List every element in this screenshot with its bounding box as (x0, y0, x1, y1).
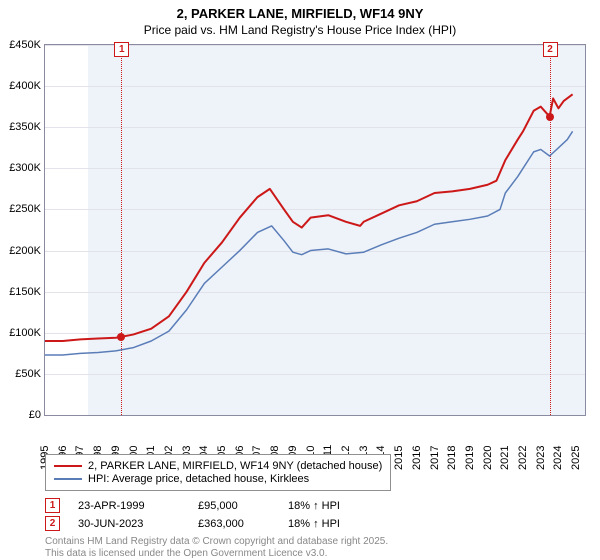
title-sub: Price paid vs. HM Land Registry's House … (0, 23, 600, 37)
x-axis-label: 2015 (393, 445, 405, 469)
y-axis-label: £400K (1, 80, 41, 92)
y-axis-label: £250K (1, 203, 41, 215)
sale-date: 23-APR-1999 (78, 500, 198, 512)
sales-footer: 1 23-APR-1999£95,00018% ↑ HPI 2 30-JUN-2023… (45, 498, 340, 534)
sale-row-marker: 1 (45, 498, 60, 513)
legend-item: 2, PARKER LANE, MIRFIELD, WF14 9NY (deta… (54, 460, 382, 472)
sale-price: £363,000 (198, 518, 288, 530)
x-axis-label: 2023 (535, 445, 547, 469)
y-axis-label: £50K (1, 368, 41, 380)
series-svg (45, 45, 585, 415)
x-axis-label: 2019 (464, 445, 476, 469)
x-axis-label: 2024 (552, 445, 564, 469)
y-axis-label: £300K (1, 162, 41, 174)
title-main: 2, PARKER LANE, MIRFIELD, WF14 9NY (0, 6, 600, 21)
credit: Contains HM Land Registry data © Crown c… (45, 536, 388, 560)
sale-row: 1 23-APR-1999£95,00018% ↑ HPI (45, 498, 340, 513)
legend-item: HPI: Average price, detached house, Kirk… (54, 473, 382, 485)
y-axis-label: £100K (1, 327, 41, 339)
credit-line-1: Contains HM Land Registry data © Crown c… (45, 536, 388, 548)
series-line (45, 94, 573, 341)
chart-container: 2, PARKER LANE, MIRFIELD, WF14 9NY Price… (0, 0, 600, 560)
sale-price: £95,000 (198, 500, 288, 512)
sale-row: 2 30-JUN-2023£363,00018% ↑ HPI (45, 516, 340, 531)
sale-row-marker: 2 (45, 516, 60, 531)
x-axis-label: 2021 (499, 445, 511, 469)
sale-date: 30-JUN-2023 (78, 518, 198, 530)
y-axis-label: £200K (1, 245, 41, 257)
sale-note: 18% ↑ HPI (288, 500, 340, 512)
y-axis-label: £350K (1, 121, 41, 133)
credit-line-2: This data is licensed under the Open Gov… (45, 548, 388, 560)
x-axis-label: 2025 (570, 445, 582, 469)
y-axis-label: £450K (1, 39, 41, 51)
y-axis-label: £0 (1, 409, 41, 421)
legend-swatch (54, 465, 82, 467)
series-line (45, 131, 573, 355)
legend-label: HPI: Average price, detached house, Kirk… (88, 473, 309, 485)
x-axis-label: 2020 (482, 445, 494, 469)
x-axis-label: 2016 (411, 445, 423, 469)
title-block: 2, PARKER LANE, MIRFIELD, WF14 9NY Price… (0, 0, 600, 37)
x-axis-label: 2017 (429, 445, 441, 469)
legend-label: 2, PARKER LANE, MIRFIELD, WF14 9NY (deta… (88, 460, 382, 472)
x-axis-label: 2022 (517, 445, 529, 469)
x-axis-label: 2018 (446, 445, 458, 469)
legend-swatch (54, 478, 82, 480)
legend: 2, PARKER LANE, MIRFIELD, WF14 9NY (deta… (45, 454, 391, 491)
y-axis-label: £150K (1, 286, 41, 298)
sale-note: 18% ↑ HPI (288, 518, 340, 530)
chart-area: £0£50K£100K£150K£200K£250K£300K£350K£400… (44, 44, 586, 416)
